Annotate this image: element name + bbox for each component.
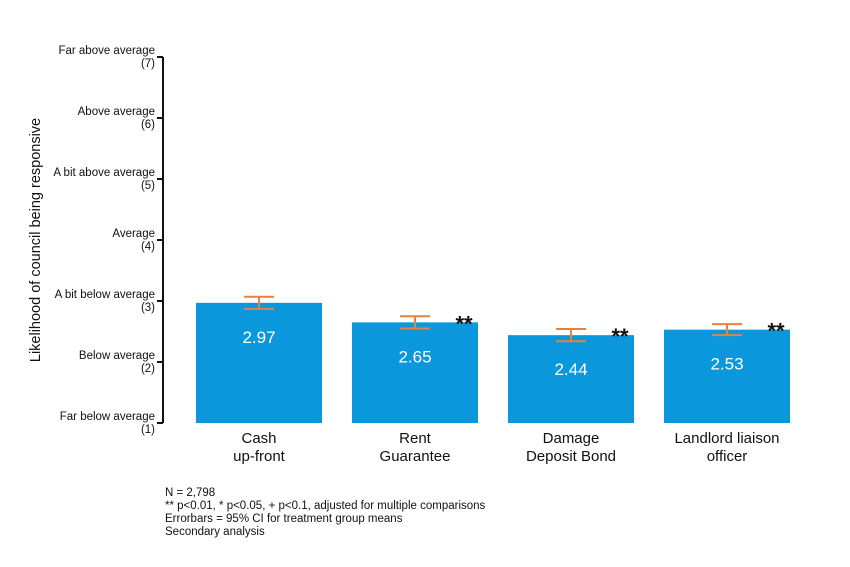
- y-tick-label: Far below average: [60, 411, 155, 423]
- error-bar: [712, 323, 742, 337]
- error-bars: [244, 295, 742, 343]
- category-label: up-front: [233, 448, 286, 465]
- y-tick-labels: Far above average(7) Above average(6) A bi…: [53, 45, 155, 436]
- y-tick-value: (6): [141, 119, 155, 131]
- significance-markers: ** ** **: [455, 311, 785, 349]
- footnote-significance: ** p<0.01, * p<0.05, + p<0.1, adjusted f…: [165, 500, 486, 512]
- y-tick-value: (3): [141, 302, 155, 314]
- category-label: Deposit Bond: [526, 448, 616, 465]
- value-label: 2.65: [398, 347, 431, 366]
- y-tick-label: Average: [112, 228, 155, 240]
- y-axis-label: Likelihood of council being responsive: [28, 118, 44, 362]
- value-labels: 2.97 2.65 2.44 2.53: [242, 328, 743, 379]
- category-label: Landlord liaison: [674, 430, 779, 447]
- significance-marker: **: [767, 319, 785, 344]
- category-label: officer: [707, 448, 748, 465]
- y-tick-label: Far above average: [58, 45, 155, 57]
- category-label: Guarantee: [380, 448, 451, 465]
- y-tick-label: A bit below average: [55, 289, 155, 301]
- y-tick-value: (4): [141, 241, 155, 253]
- value-label: 2.97: [242, 328, 275, 347]
- y-tick-value: (5): [141, 180, 155, 192]
- significance-marker: **: [611, 324, 629, 349]
- bar: [664, 329, 790, 423]
- y-tick-value: (2): [141, 363, 155, 375]
- category-label: Cash: [241, 430, 276, 447]
- footnote-analysis: Secondary analysis: [165, 526, 265, 538]
- bar: [196, 302, 322, 423]
- error-bar: [244, 295, 274, 310]
- footnote-errorbars: Errorbars = 95% CI for treatment group m…: [165, 513, 403, 525]
- y-tick-value: (7): [141, 58, 155, 70]
- y-tick-value: (1): [141, 424, 155, 436]
- y-tick-label: A bit above average: [53, 167, 155, 179]
- bar: [508, 335, 634, 423]
- error-bar: [400, 315, 430, 330]
- y-tick-label: Below average: [79, 350, 155, 362]
- bars: [196, 302, 790, 423]
- y-tick-label: Above average: [78, 106, 155, 118]
- footnote-n: N = 2,798: [165, 487, 216, 499]
- value-label: 2.44: [554, 360, 587, 379]
- bar: [352, 322, 478, 423]
- footnotes: N = 2,798 ** p<0.01, * p<0.05, + p<0.1, …: [165, 487, 485, 539]
- significance-marker: **: [455, 311, 473, 336]
- y-axis: [157, 56, 164, 424]
- error-bar: [556, 328, 586, 343]
- value-label: 2.53: [710, 355, 743, 374]
- category-label: Rent: [399, 430, 432, 447]
- category-label: Damage: [543, 430, 600, 447]
